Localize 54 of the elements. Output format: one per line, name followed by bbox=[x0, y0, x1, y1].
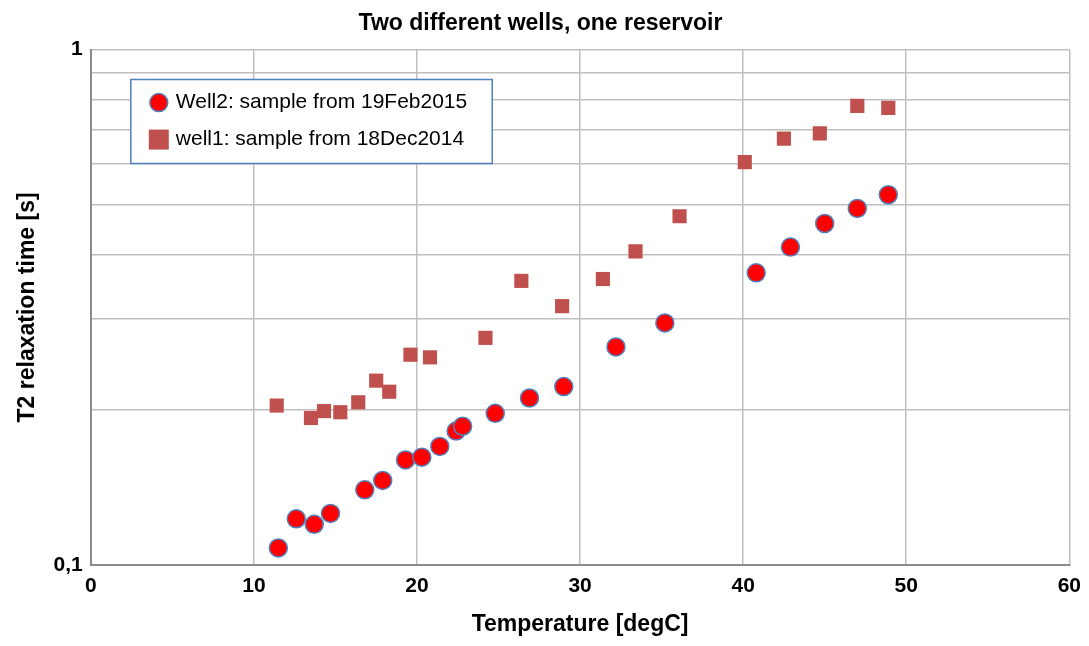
point bbox=[746, 263, 766, 283]
point bbox=[606, 337, 626, 357]
point bbox=[655, 313, 675, 333]
point bbox=[286, 509, 307, 529]
point bbox=[595, 271, 610, 287]
point bbox=[430, 436, 450, 457]
x-tick-label: 10 bbox=[242, 572, 266, 596]
point bbox=[268, 538, 289, 558]
point bbox=[812, 126, 827, 141]
x-tick-label: 0 bbox=[84, 572, 97, 596]
point bbox=[369, 373, 384, 388]
x-tick-label: 30 bbox=[568, 572, 592, 596]
x-tick-label: 60 bbox=[1057, 572, 1081, 596]
point bbox=[672, 209, 687, 224]
point bbox=[412, 447, 432, 467]
point bbox=[555, 299, 570, 314]
point bbox=[422, 350, 438, 365]
point bbox=[850, 98, 865, 113]
point bbox=[847, 198, 868, 219]
point bbox=[485, 403, 505, 424]
point bbox=[881, 100, 896, 115]
legend-label: well1: sample from 18Dec2014 bbox=[174, 126, 465, 150]
point bbox=[554, 376, 574, 397]
point bbox=[269, 398, 284, 413]
chart-title: Two different wells, one reservoir bbox=[358, 9, 723, 36]
point bbox=[776, 131, 791, 146]
point bbox=[814, 213, 835, 234]
point bbox=[403, 347, 418, 362]
y-tick-label: 1 bbox=[71, 36, 84, 60]
point bbox=[737, 155, 752, 170]
point bbox=[780, 237, 801, 257]
point bbox=[333, 405, 348, 420]
point bbox=[878, 184, 899, 205]
point bbox=[316, 404, 332, 419]
point bbox=[519, 388, 540, 408]
point bbox=[372, 470, 393, 491]
point bbox=[351, 395, 366, 410]
x-tick-label: 20 bbox=[405, 572, 429, 596]
point bbox=[355, 480, 375, 500]
point bbox=[382, 384, 397, 399]
point bbox=[478, 330, 493, 345]
point bbox=[452, 416, 473, 436]
point bbox=[320, 503, 341, 524]
point bbox=[514, 273, 529, 288]
x-tick-label: 50 bbox=[894, 572, 918, 596]
y-tick-label: 0,1 bbox=[53, 552, 84, 575]
legend-label: Well2: sample from 19Feb2015 bbox=[175, 89, 468, 113]
x-tick-label: 40 bbox=[731, 572, 755, 596]
y-axis-title: T2 relaxation time [s] bbox=[13, 192, 40, 423]
point bbox=[395, 450, 416, 470]
point bbox=[303, 410, 319, 426]
x-axis-title: Temperature [degC] bbox=[471, 609, 689, 636]
point bbox=[628, 244, 643, 259]
point bbox=[304, 514, 324, 535]
